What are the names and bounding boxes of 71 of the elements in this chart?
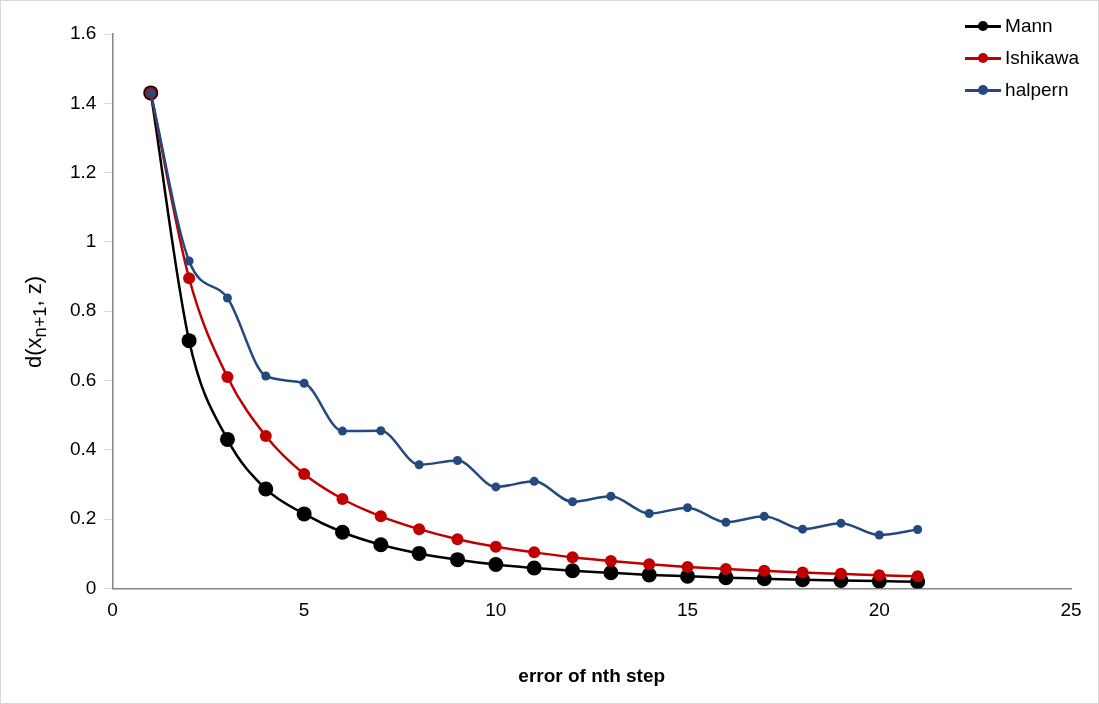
point <box>913 525 923 534</box>
point <box>681 560 694 573</box>
point <box>643 558 656 571</box>
point <box>604 555 617 568</box>
point <box>336 493 349 505</box>
legend-label: Mann <box>1005 15 1053 37</box>
point <box>374 510 387 523</box>
y-tick-label: 0.6 <box>69 368 97 390</box>
y-tick-label: 1.6 <box>69 22 97 44</box>
point <box>261 371 271 381</box>
point <box>758 564 771 577</box>
point <box>489 540 502 553</box>
y-tick-label: 0.4 <box>69 438 97 460</box>
point <box>603 565 619 581</box>
point <box>414 460 424 470</box>
point <box>644 509 654 519</box>
y-tick-label: 0.2 <box>69 507 97 529</box>
x-tick-label: 5 <box>298 599 310 621</box>
point <box>526 560 542 576</box>
point <box>721 517 731 527</box>
point <box>222 293 232 303</box>
point <box>836 518 846 528</box>
point <box>296 506 312 522</box>
y-tick-label: 1 <box>85 230 97 252</box>
point <box>796 566 809 579</box>
point <box>221 371 234 384</box>
point <box>759 511 769 521</box>
point <box>413 523 426 536</box>
y-tick-label: 1.2 <box>69 160 97 182</box>
point <box>911 570 924 583</box>
point <box>568 497 578 507</box>
y-tick-label: 1.4 <box>69 91 97 113</box>
point <box>873 569 886 582</box>
point <box>376 426 386 436</box>
point <box>566 551 579 564</box>
point <box>874 530 884 540</box>
point <box>337 426 347 436</box>
point <box>528 546 541 559</box>
point <box>451 533 464 546</box>
point <box>798 524 808 534</box>
x-tick-label: 25 <box>1060 599 1082 621</box>
point <box>453 456 462 466</box>
x-tick-label: 20 <box>868 599 890 621</box>
x-tick-label: 0 <box>107 599 118 621</box>
point <box>450 552 465 568</box>
y-tick-label: 0.8 <box>69 299 97 321</box>
point <box>834 567 847 580</box>
point <box>334 524 350 540</box>
point <box>298 468 311 481</box>
x-tick-label: 15 <box>676 599 699 621</box>
point <box>488 556 504 572</box>
point <box>259 429 272 442</box>
legend-label: halpern <box>1005 79 1069 101</box>
x-tick-label: 10 <box>485 599 507 621</box>
legend-label: Ishikawa <box>1005 47 1079 69</box>
point <box>181 333 197 349</box>
y-tick-label: 0 <box>85 576 97 598</box>
point <box>683 503 693 513</box>
x-axis-title: error of nth step <box>518 664 666 686</box>
point <box>411 545 427 561</box>
point <box>299 378 309 388</box>
point <box>491 482 501 492</box>
point <box>529 476 539 486</box>
point <box>184 256 194 266</box>
point <box>373 537 389 553</box>
point <box>606 491 616 501</box>
point <box>219 431 235 447</box>
point <box>258 481 274 497</box>
point <box>719 563 732 575</box>
point <box>565 563 581 579</box>
point <box>183 272 196 285</box>
